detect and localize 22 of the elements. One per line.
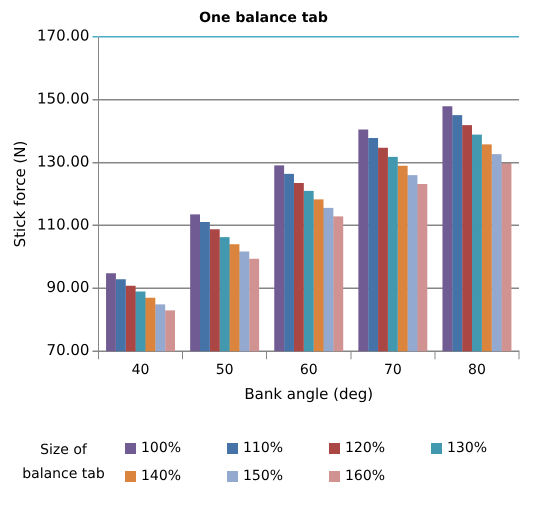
- legend-label: 110%: [243, 440, 284, 456]
- y-tick-label: 90.00: [46, 278, 90, 296]
- x-tick-label: 70: [384, 362, 402, 378]
- y-axis-title: Stick force (N): [10, 140, 29, 248]
- x-axis-title: Bank angle (deg): [244, 384, 374, 403]
- x-tick-label: 40: [132, 362, 150, 378]
- y-tick-label: 170.00: [36, 26, 90, 45]
- y-tick-label: 110.00: [36, 215, 90, 234]
- legend-label: 140%: [141, 468, 182, 484]
- legend-label: 160%: [345, 468, 386, 484]
- legend-label: 120%: [345, 440, 386, 456]
- legend-label: 130%: [447, 440, 488, 456]
- y-tick-label: 70.00: [46, 341, 90, 360]
- x-tick-label: 50: [216, 362, 234, 378]
- legend-title: Size of balance tab: [21, 441, 106, 484]
- legend-label: 100%: [141, 440, 182, 456]
- legend-label: 150%: [243, 468, 284, 484]
- y-tick-label: 150.00: [36, 90, 90, 108]
- chart-title: One balance tab: [199, 10, 328, 26]
- x-tick-label: 60: [300, 362, 318, 378]
- y-tick-label: 130.00: [36, 152, 90, 170]
- x-tick-label: 80: [468, 362, 486, 378]
